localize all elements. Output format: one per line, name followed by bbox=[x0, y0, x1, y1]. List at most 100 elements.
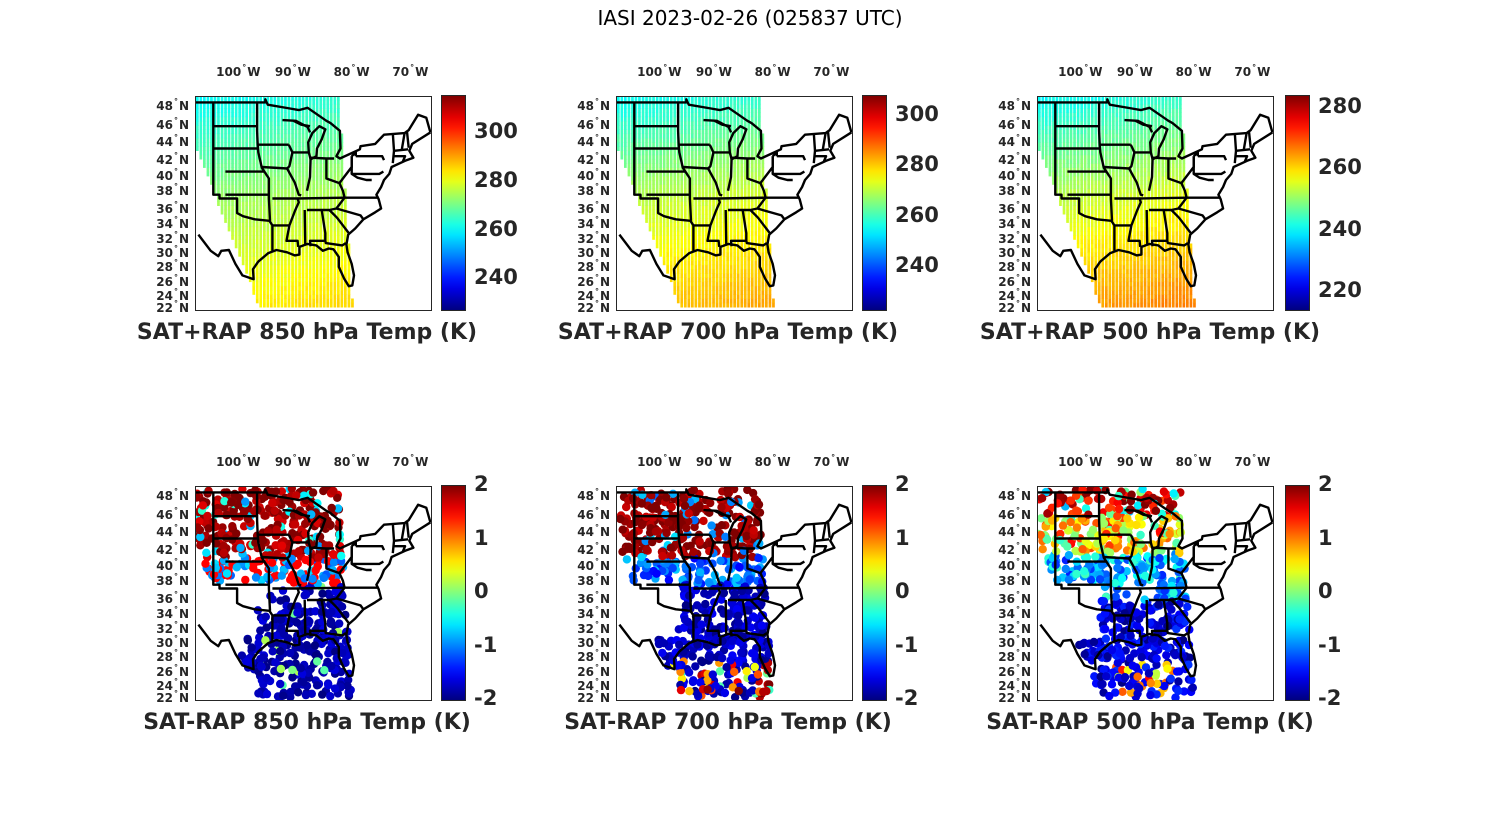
data-cell bbox=[666, 260, 669, 266]
data-cell bbox=[326, 273, 330, 278]
data-cell bbox=[620, 133, 624, 139]
data-cell bbox=[701, 125, 705, 130]
data-cell bbox=[206, 120, 210, 126]
data-cell bbox=[698, 201, 701, 206]
data-cell bbox=[287, 158, 291, 164]
data-cell bbox=[1171, 218, 1175, 223]
data-cell bbox=[1168, 281, 1172, 287]
data-cell bbox=[680, 277, 684, 283]
data-cell bbox=[1097, 285, 1101, 291]
data-cell bbox=[1157, 285, 1161, 291]
data-cell bbox=[740, 235, 744, 240]
data-cell bbox=[252, 120, 256, 126]
data-cell bbox=[315, 142, 319, 147]
data-cell bbox=[684, 175, 687, 181]
data-cell bbox=[719, 235, 722, 240]
data-cell bbox=[337, 285, 340, 291]
data-cell bbox=[750, 226, 754, 232]
data-cell bbox=[691, 192, 694, 198]
data-cell bbox=[680, 167, 684, 173]
data-cell bbox=[298, 184, 301, 190]
data-cell bbox=[291, 273, 294, 278]
data-cell bbox=[277, 116, 280, 122]
data-cell bbox=[1101, 222, 1105, 228]
data-cell bbox=[743, 103, 747, 109]
data-cell bbox=[1161, 243, 1165, 249]
data-cell bbox=[754, 108, 758, 113]
data-cell bbox=[1161, 285, 1165, 291]
data-cell bbox=[248, 239, 252, 245]
data-cell bbox=[715, 222, 719, 228]
data-cell bbox=[284, 260, 287, 266]
data-cell bbox=[708, 180, 712, 185]
data-cell bbox=[641, 125, 645, 130]
data-cell bbox=[1136, 298, 1140, 304]
data-cell bbox=[652, 235, 655, 240]
data-cell bbox=[652, 133, 655, 139]
data-cell bbox=[1143, 201, 1147, 206]
data-cell bbox=[252, 184, 256, 190]
data-cell bbox=[280, 171, 284, 177]
data-cell bbox=[344, 256, 347, 261]
data-cell bbox=[284, 158, 287, 164]
data-cell bbox=[1182, 256, 1186, 261]
data-cell bbox=[715, 175, 719, 181]
data-cell bbox=[687, 239, 691, 245]
data-cell bbox=[234, 175, 238, 181]
data-cell bbox=[750, 137, 754, 143]
data-cell bbox=[687, 256, 691, 261]
data-cell bbox=[1094, 205, 1098, 211]
data-cell bbox=[715, 247, 719, 253]
data-cell bbox=[687, 116, 691, 122]
data-cell bbox=[210, 150, 213, 156]
data-cell bbox=[758, 137, 761, 143]
data-cell bbox=[1090, 180, 1094, 185]
data-cell bbox=[673, 226, 677, 232]
data-cell bbox=[1105, 184, 1108, 190]
data-cell bbox=[1076, 230, 1080, 236]
data-cell bbox=[1189, 290, 1193, 295]
data-cell bbox=[1189, 247, 1193, 253]
data-cell bbox=[1154, 290, 1157, 295]
data-cell bbox=[750, 273, 754, 278]
data-cell bbox=[1140, 154, 1143, 160]
data-cell bbox=[266, 205, 270, 211]
data-cell bbox=[1045, 158, 1048, 164]
data-cell bbox=[743, 268, 747, 274]
data-cell bbox=[1171, 285, 1175, 291]
data-cell bbox=[715, 209, 719, 215]
data-cell bbox=[712, 103, 715, 109]
data-cell bbox=[1119, 243, 1122, 249]
data-cell bbox=[1087, 150, 1090, 156]
data-cell bbox=[1179, 235, 1182, 240]
data-cell bbox=[698, 154, 701, 160]
data-cell bbox=[627, 129, 631, 135]
data-cell bbox=[1122, 175, 1126, 181]
data-cell bbox=[722, 125, 726, 130]
data-cell bbox=[750, 125, 754, 130]
data-cell bbox=[715, 142, 719, 147]
data-cell bbox=[284, 294, 287, 299]
data-cell bbox=[1094, 197, 1098, 202]
data-cell bbox=[750, 116, 754, 122]
data-cell bbox=[1055, 184, 1059, 190]
lat-tick-label: 24°N bbox=[156, 287, 189, 303]
data-cell bbox=[1136, 273, 1140, 278]
data-cell bbox=[655, 133, 659, 139]
data-cell bbox=[1090, 243, 1094, 249]
data-cell bbox=[1168, 251, 1172, 257]
data-cell bbox=[743, 188, 747, 194]
data-cell bbox=[750, 163, 754, 168]
data-cell bbox=[1073, 205, 1076, 211]
data-cell bbox=[666, 116, 669, 122]
data-cell bbox=[712, 184, 715, 190]
state-border bbox=[757, 207, 786, 221]
data-cell bbox=[1052, 163, 1055, 168]
data-cell bbox=[308, 209, 312, 215]
data-cell bbox=[705, 133, 708, 139]
data-cell bbox=[1126, 180, 1129, 185]
data-cell bbox=[1105, 302, 1108, 308]
data-cell bbox=[298, 175, 301, 181]
data-cell bbox=[1115, 163, 1119, 168]
data-cell bbox=[754, 137, 758, 143]
